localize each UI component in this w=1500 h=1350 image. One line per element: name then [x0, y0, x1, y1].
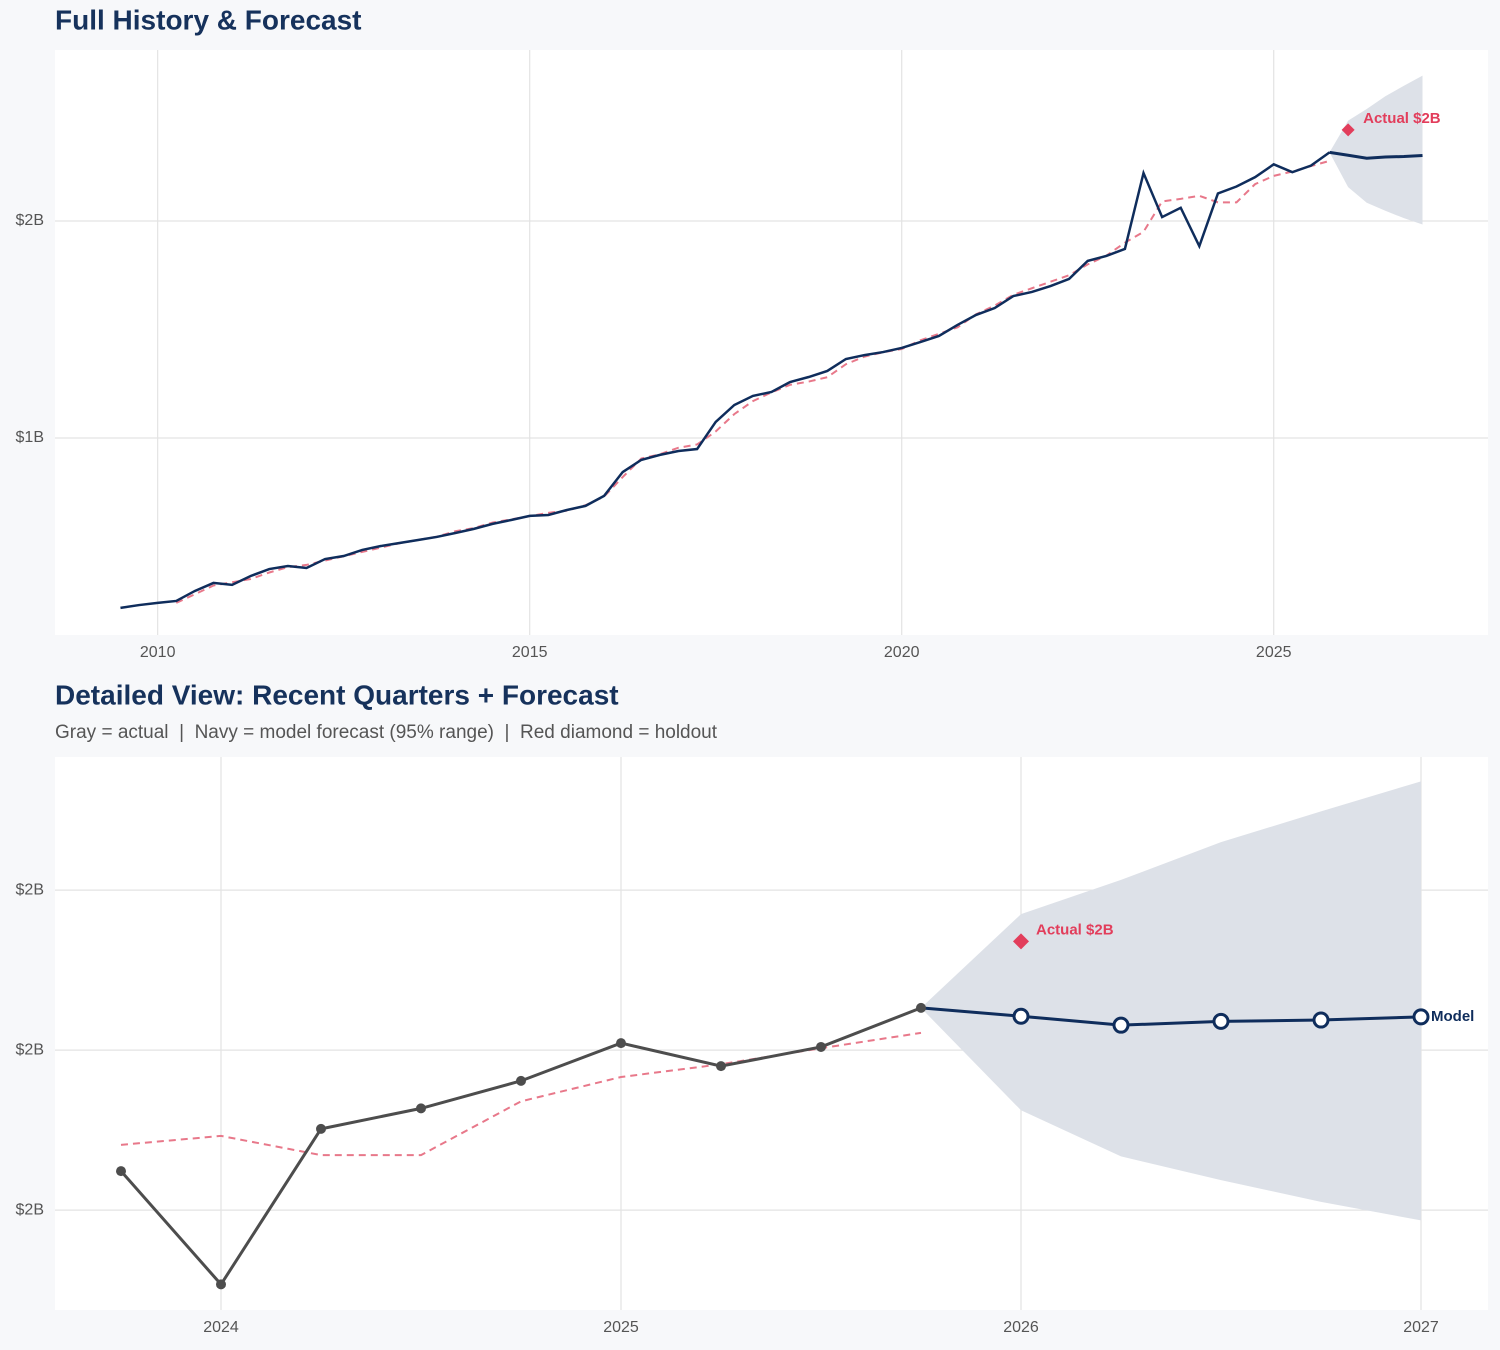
actual-point — [816, 1041, 826, 1052]
forecast-point — [1012, 1007, 1030, 1025]
y-tick-label: $1B — [16, 429, 44, 446]
holdout-point — [1013, 933, 1029, 950]
x-tick-label: 2025 — [1256, 644, 1292, 661]
chart-title: Full History & Forecast — [55, 4, 362, 35]
x-tick-label: 2027 — [1403, 1319, 1439, 1336]
forecast-point — [1212, 1012, 1230, 1030]
y-tick-label: $2B — [16, 212, 44, 229]
actual-point — [916, 1002, 926, 1013]
forecast-line — [1329, 150, 1423, 160]
x-tick-label: 2015 — [512, 644, 548, 661]
forecast-point — [1412, 1008, 1430, 1026]
actual-point — [316, 1123, 326, 1134]
actual-point — [116, 1166, 126, 1177]
y-tick-label: $2B — [16, 1201, 44, 1218]
fitted-line — [175, 159, 1330, 604]
x-tick-label: 2026 — [1003, 1319, 1039, 1336]
x-tick-label: 2020 — [884, 644, 920, 661]
y-tick-label: $2B — [16, 1041, 44, 1058]
x-tick-label: 2024 — [203, 1319, 239, 1336]
forecast-label: Model — [1431, 1008, 1474, 1025]
forecast-band — [921, 781, 1421, 1221]
actual-point — [216, 1279, 226, 1290]
actual-point — [416, 1103, 426, 1114]
actual-point — [516, 1075, 526, 1086]
holdout-point — [1341, 123, 1355, 137]
actual-point — [616, 1038, 626, 1049]
chart-subtitle: Gray = actual | Navy = model forecast (9… — [55, 722, 718, 743]
holdout-label: Actual $2B — [1363, 110, 1441, 127]
forecast-point — [1312, 1011, 1330, 1029]
x-tick-label: 2025 — [603, 1319, 639, 1336]
actual-line — [120, 151, 1331, 610]
y-tick-label: $2B — [16, 881, 44, 898]
chart-title: Detailed View: Recent Quarters + Forecas… — [55, 679, 619, 710]
forecast-line — [920, 1006, 1422, 1027]
actual-point — [716, 1061, 726, 1072]
plot-area — [55, 50, 1488, 635]
holdout-label: Actual $2B — [1036, 921, 1114, 938]
forecast-band — [1329, 75, 1423, 225]
x-tick-label: 2010 — [140, 644, 176, 661]
forecast-point — [1112, 1016, 1130, 1034]
